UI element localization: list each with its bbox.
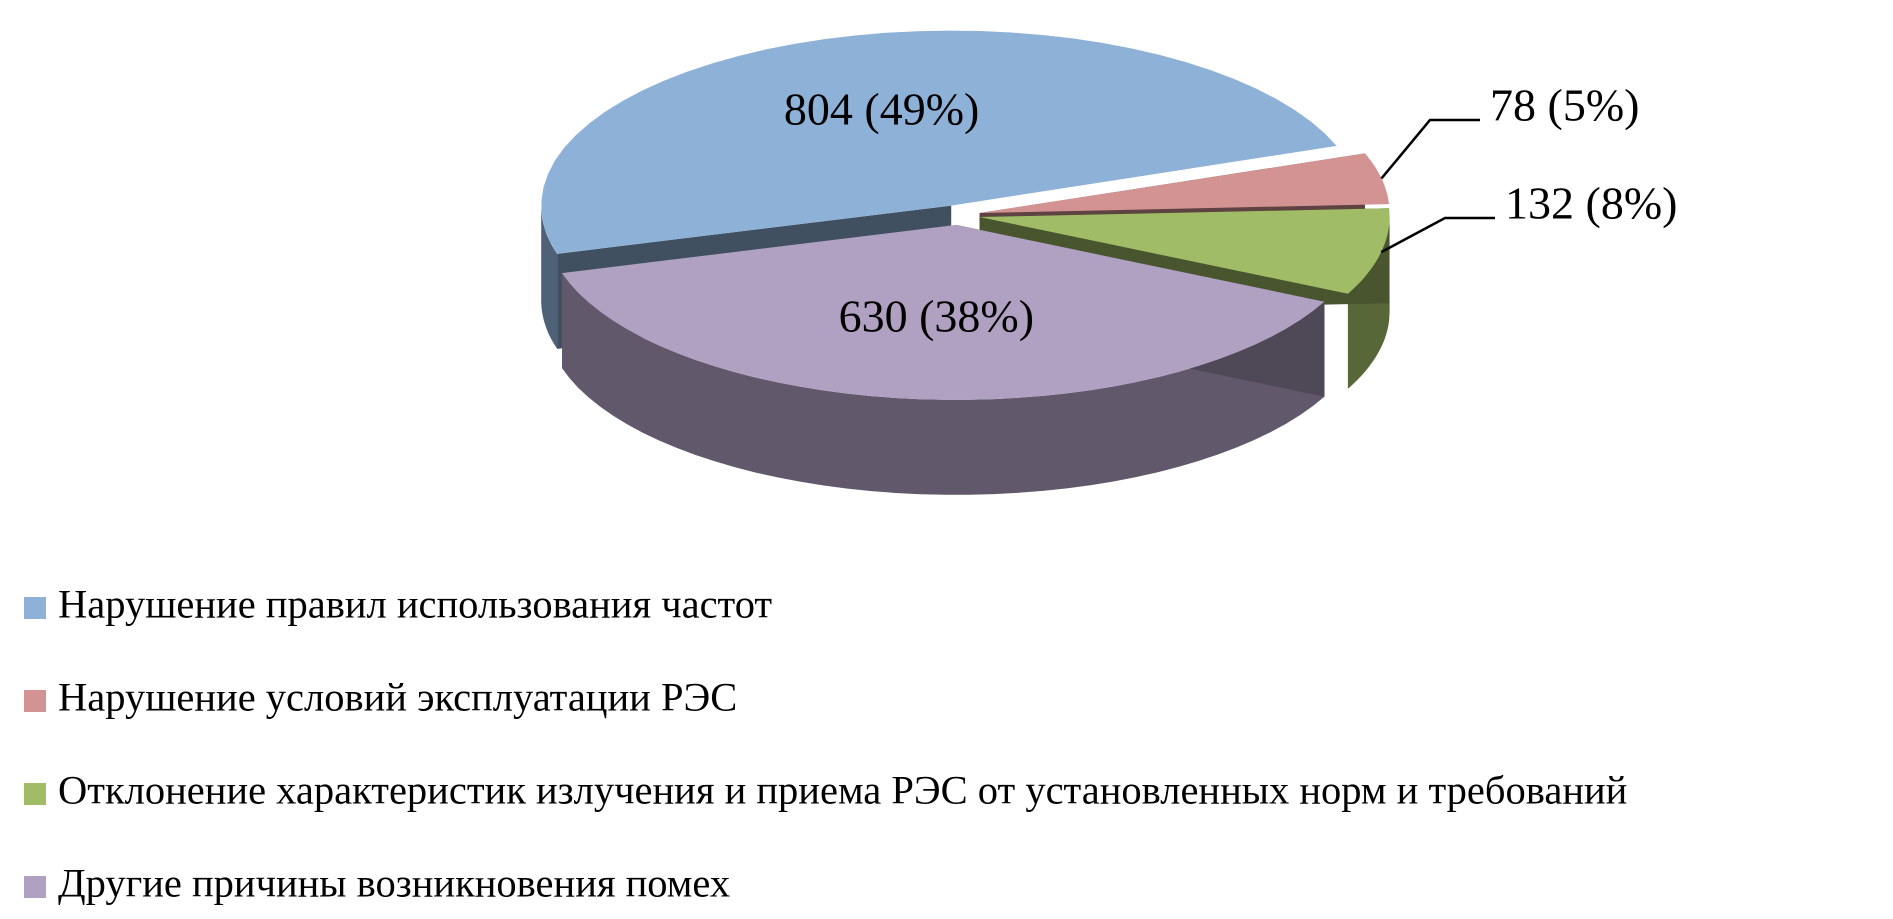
legend-swatch (24, 783, 46, 805)
legend-swatch (24, 690, 46, 712)
legend-label: Нарушение правил использования частот (58, 581, 772, 626)
data-label: 78 (5%) (1490, 80, 1639, 131)
legend-swatch (24, 597, 46, 619)
leader-line (1380, 118, 1480, 180)
slice-side (541, 205, 558, 349)
slice-side (562, 273, 1325, 495)
legend-label: Другие причины возникновения помех (58, 860, 730, 905)
data-label: 630 (38%) (839, 290, 1034, 341)
data-label: 804 (49%) (784, 84, 979, 135)
slice (562, 224, 1325, 400)
legend-swatch (24, 876, 46, 898)
pie-tops (541, 30, 1390, 400)
slice (541, 30, 1337, 254)
slice (979, 208, 1390, 294)
legend-label: Отклонение характеристик излучения и при… (58, 767, 1627, 812)
data-label: 132 (8%) (1505, 178, 1677, 229)
slice (979, 153, 1389, 214)
leader-line (1380, 216, 1495, 254)
legend-label: Нарушение условий эксплуатации РЭС (58, 674, 737, 719)
